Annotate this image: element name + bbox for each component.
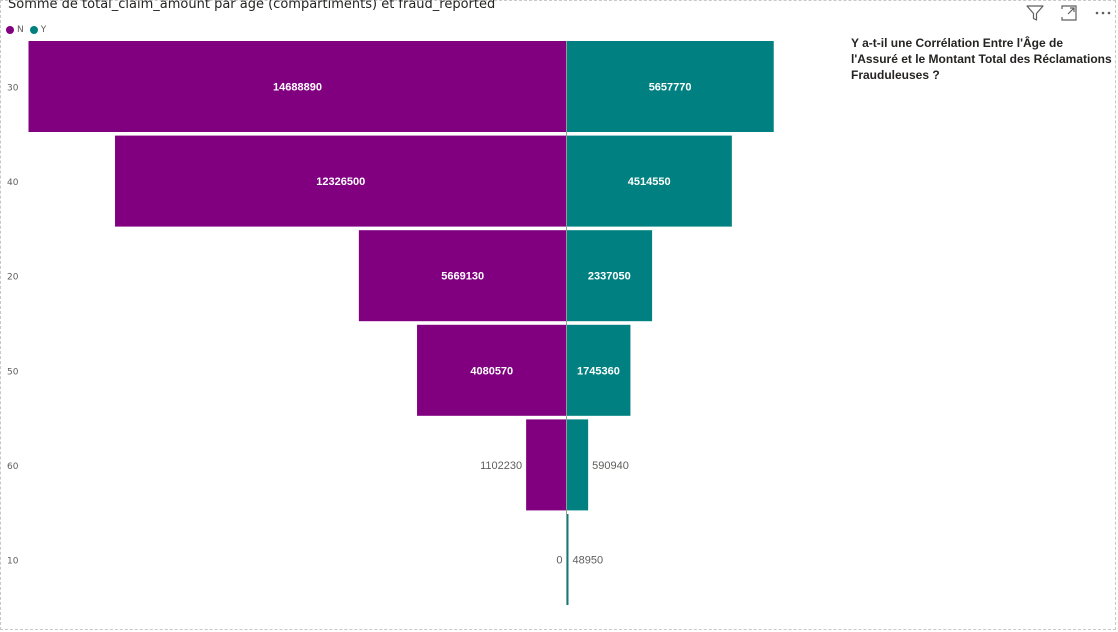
data-label-y: 1745360 — [577, 365, 620, 377]
legend-item-n[interactable]: N — [6, 25, 24, 35]
legend-dot-y — [29, 26, 38, 34]
category-label: 10 — [7, 557, 19, 567]
bar-n[interactable] — [358, 230, 567, 322]
visual-toolbar — [1024, 2, 1114, 24]
data-label-y: 48950 — [573, 555, 604, 567]
legend-label-n: N — [17, 25, 24, 35]
filter-icon — [1026, 5, 1044, 21]
legend-label-y: Y — [40, 25, 47, 35]
data-label-n: 4080570 — [470, 365, 513, 377]
data-label-y: 2337050 — [588, 271, 631, 283]
filter-button[interactable] — [1024, 2, 1046, 24]
data-label-n: 12326500 — [316, 176, 365, 188]
bar-n[interactable] — [28, 41, 567, 132]
focus-mode-button[interactable] — [1058, 2, 1080, 24]
chart-title: Somme de total_claim_amount par age (com… — [8, 0, 496, 12]
bar-n[interactable] — [526, 419, 567, 511]
question-text: Y a-t-il une Corrélation Entre l'Âge de … — [851, 36, 1112, 82]
more-options-icon — [1095, 11, 1111, 15]
data-label-y: 590940 — [592, 460, 629, 472]
bar-y[interactable] — [566, 514, 569, 605]
bar-y[interactable] — [566, 230, 653, 322]
category-label: 30 — [7, 84, 19, 94]
bar-y[interactable] — [566, 135, 732, 227]
bar-y[interactable] — [566, 324, 631, 416]
bar-n[interactable] — [417, 324, 567, 416]
legend-item-y[interactable]: Y — [29, 25, 47, 35]
category-label: 40 — [7, 178, 19, 188]
bar-y[interactable] — [566, 41, 774, 132]
bar-n[interactable] — [115, 135, 567, 227]
category-label: 60 — [7, 462, 19, 472]
more-options-button[interactable] — [1092, 2, 1114, 24]
category-label: 20 — [7, 273, 19, 283]
category-label: 50 — [7, 367, 19, 377]
data-label-n: 0 — [556, 555, 562, 567]
chart-legend: N Y — [6, 25, 46, 35]
data-label-n: 5669130 — [441, 271, 484, 283]
data-label-y: 5657770 — [649, 82, 692, 94]
data-label-n: 14688890 — [273, 82, 322, 94]
data-label-y: 4514550 — [628, 176, 671, 188]
bar-y[interactable] — [566, 419, 589, 511]
data-label-n: 1102230 — [480, 460, 522, 472]
focus-mode-icon — [1061, 5, 1077, 21]
legend-dot-n — [6, 26, 14, 34]
